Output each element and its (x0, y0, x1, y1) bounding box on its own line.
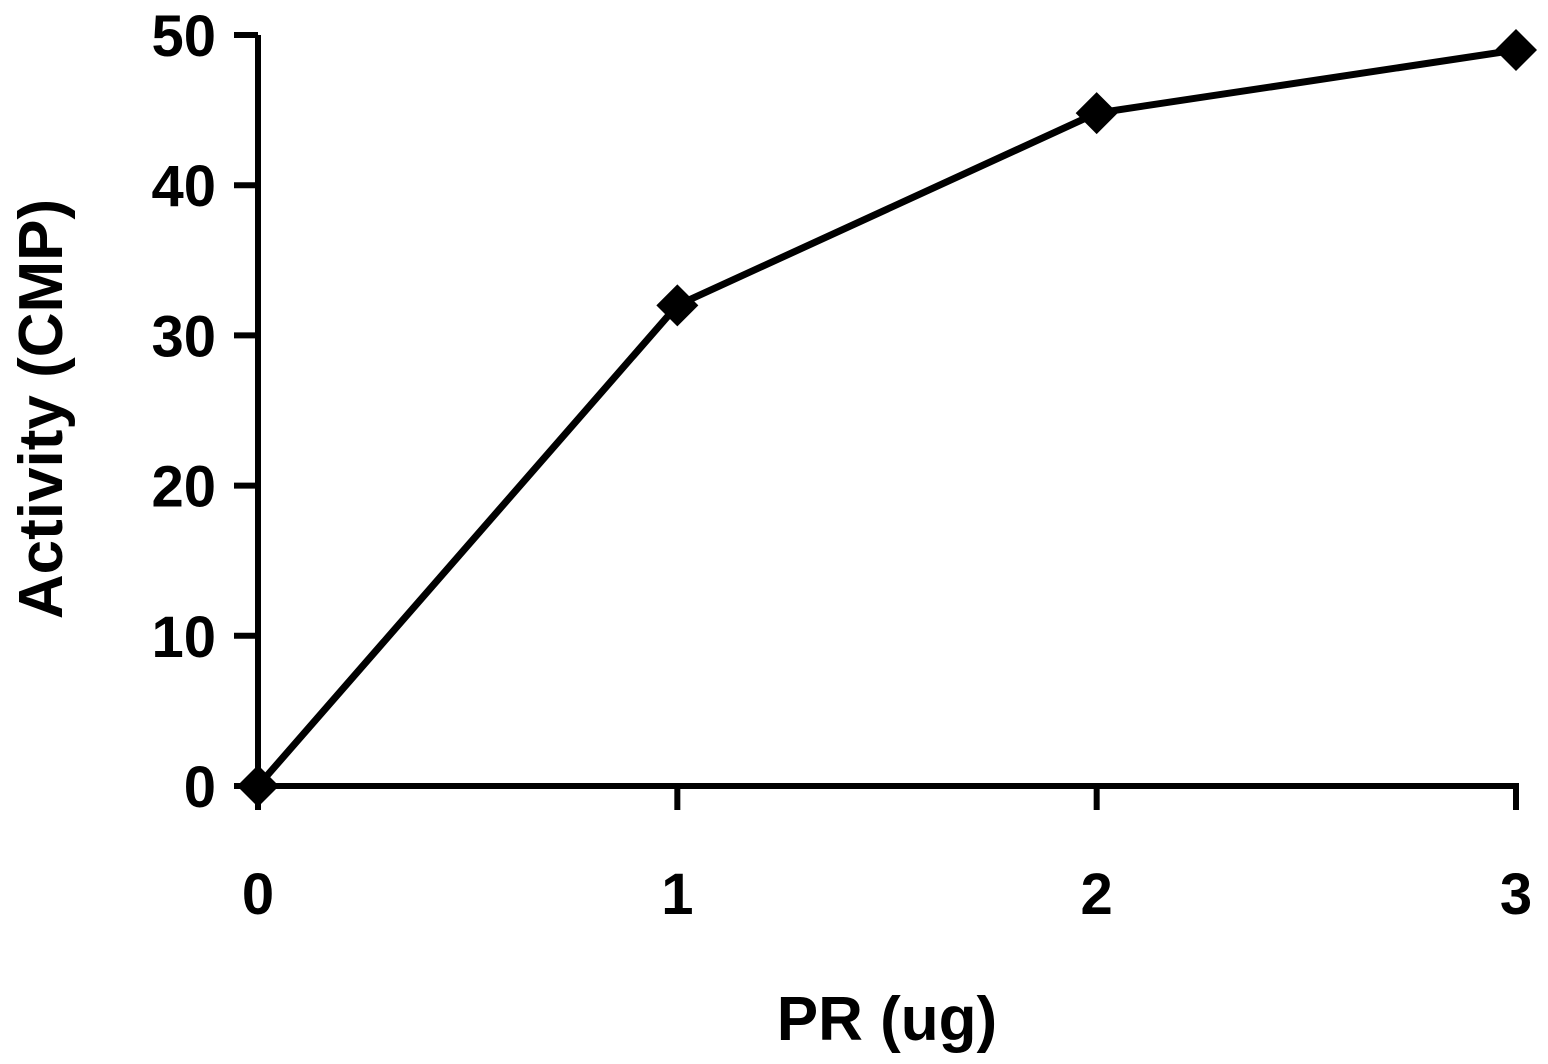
y-tick-label: 30 (151, 304, 216, 369)
data-point (237, 765, 279, 807)
data-point (656, 284, 699, 327)
x-tick-label: 0 (242, 862, 274, 927)
y-tick-label: 40 (151, 154, 216, 219)
axes: 0 10 20 30 40 50 0 1 2 3 (151, 4, 1532, 927)
x-tick-label: 1 (661, 862, 693, 927)
x-tick-label: 2 (1081, 862, 1113, 927)
x-tick-label: 3 (1500, 862, 1532, 927)
data-point (1075, 92, 1118, 135)
y-tick-label: 0 (184, 755, 216, 820)
y-tick-label: 20 (151, 455, 216, 520)
x-axis-title: PR (ug) (777, 985, 997, 1054)
series-layer (237, 29, 1537, 807)
series-line (255, 46, 1517, 789)
y-axis-title: Activity (CMP) (7, 199, 76, 619)
y-tick-label: 50 (151, 4, 216, 69)
data-point (1495, 29, 1537, 72)
y-tick-label: 10 (151, 605, 216, 670)
